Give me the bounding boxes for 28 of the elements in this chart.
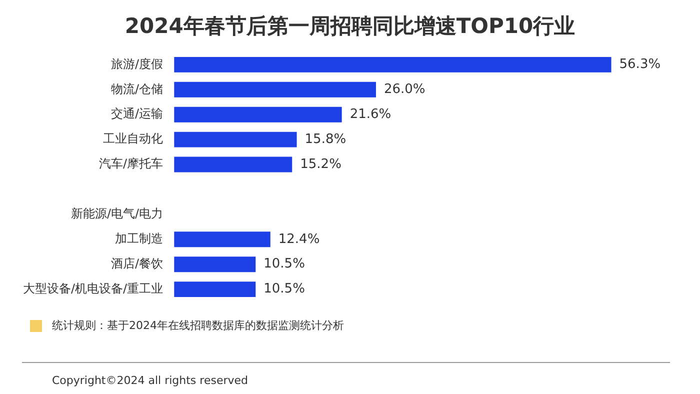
chart-title: 2024年春节后第一周招聘同比增速TOP10行业 [124,13,576,40]
y-tick-label: 物流/仓储 [111,82,164,96]
y-tick-label: 交通/运输 [111,106,164,121]
data-label: 15.8% [304,132,346,147]
y-tick-label: 工业自动化 [103,132,164,146]
bar [174,282,256,298]
bar [174,256,256,272]
bar [174,106,342,122]
y-tick-label: 酒店/餐饮 [111,256,164,270]
data-label: 21.6% [350,106,392,122]
data-label: 10.5% [264,256,305,272]
text: 统计规则：基于2024年在线招聘数据库的数据监测统计分析 [52,318,344,333]
y-tick-label: 加工制造 [115,232,164,246]
bar [174,56,612,72]
bar [174,82,376,98]
text: Copyright©2024 all rights reserved [52,374,248,387]
bar [174,156,292,172]
data-label: 10.5% [264,282,305,297]
data-label: 26.0% [384,82,426,98]
y-tick-label: 旅游/度假 [111,56,164,71]
y-tick-label: 新能源/电气/电力 [70,206,164,221]
data-label: 12.4% [278,232,320,247]
data-label: 15.2% [300,156,342,172]
data-label: 56.3% [619,57,661,72]
bar [174,232,270,248]
bar [174,132,297,148]
y-tick-label: 大型设备/机电设备/重工业 [22,281,164,296]
y-tick-label: 汽车/摩托车 [99,156,164,171]
